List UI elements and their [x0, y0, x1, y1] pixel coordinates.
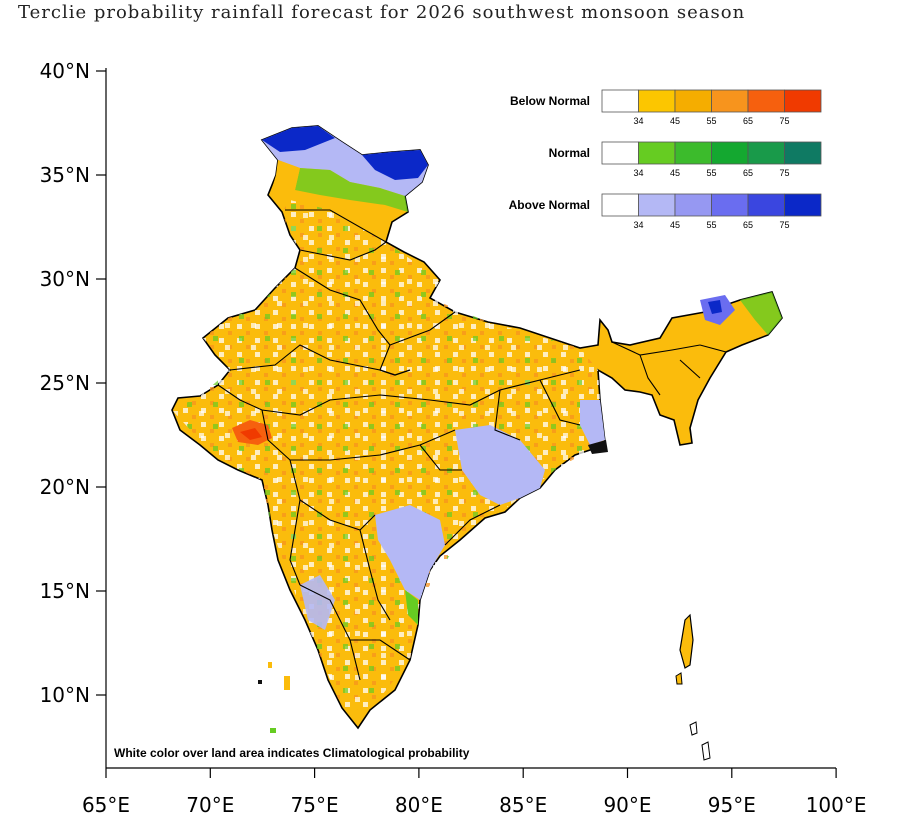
legend-swatch	[638, 141, 676, 165]
legend-swatch	[638, 89, 676, 113]
legend-swatch	[747, 141, 785, 165]
lat-tick-label: 15°N	[40, 579, 90, 603]
plot-axes: 40°N 35°N 30°N 25°N 20°N 15°N 10°N 65°E 70°E 75°…	[40, 59, 867, 817]
legend-swatch	[638, 193, 676, 217]
legend-tick-label: 45	[670, 168, 680, 178]
lon-tick-label: 65°E	[82, 793, 130, 817]
lon-tick-label: 100°E	[806, 793, 867, 817]
legend-tick-label: 55	[706, 220, 716, 230]
legend-tick-label: 75	[779, 116, 789, 126]
legend-tick-label: 65	[743, 168, 753, 178]
legend-swatch	[674, 193, 712, 217]
lat-tick-label: 40°N	[40, 59, 90, 83]
legend-swatch	[601, 141, 639, 165]
legend-swatch	[784, 89, 822, 113]
lon-tick-label: 70°E	[186, 793, 234, 817]
legend-tick-label: 45	[670, 220, 680, 230]
legend-tick-label: 45	[670, 116, 680, 126]
legend-swatch	[711, 89, 749, 113]
legend-tick-label: 75	[779, 220, 789, 230]
legend-category-label: Above Normal	[509, 198, 590, 212]
legend-tick-label: 65	[743, 116, 753, 126]
lon-tick-label: 75°E	[291, 793, 339, 817]
legend-swatch	[711, 141, 749, 165]
legend-category-label: Normal	[549, 146, 590, 160]
legend-swatch	[747, 89, 785, 113]
legend-swatch	[784, 193, 822, 217]
legend: Below Normal 34 45 55 65 75 Normal 34 45 55 65 75 Ab…	[509, 89, 822, 230]
legend-swatch	[784, 141, 822, 165]
lon-tick-label: 80°E	[395, 793, 443, 817]
lon-tick-label: 85°E	[499, 793, 547, 817]
legend-tick-label: 75	[779, 168, 789, 178]
lat-tick-label: 10°N	[40, 683, 90, 707]
legend-tick-label: 34	[633, 116, 643, 126]
lat-tick-label: 35°N	[40, 163, 90, 187]
legend-tick-label: 34	[633, 220, 643, 230]
legend-tick-label: 34	[633, 168, 643, 178]
legend-swatch	[601, 193, 639, 217]
lon-tick-label: 95°E	[708, 793, 756, 817]
map-title: Terclie probability rainfall forecast fo…	[18, 2, 746, 23]
legend-swatch	[711, 193, 749, 217]
legend-swatch	[674, 89, 712, 113]
legend-swatch	[674, 141, 712, 165]
legend-tick-label: 65	[743, 220, 753, 230]
lat-tick-label: 20°N	[40, 475, 90, 499]
legend-swatch	[747, 193, 785, 217]
lat-tick-label: 25°N	[40, 371, 90, 395]
lon-tick-label: 90°E	[603, 793, 651, 817]
legend-tick-label: 55	[706, 116, 716, 126]
legend-tick-label: 55	[706, 168, 716, 178]
legend-swatch	[601, 89, 639, 113]
legend-category-label: Below Normal	[510, 94, 590, 108]
lat-tick-label: 30°N	[40, 267, 90, 291]
india-landmass	[171, 125, 783, 761]
climatology-note: White color over land area indicates Cli…	[114, 746, 470, 760]
